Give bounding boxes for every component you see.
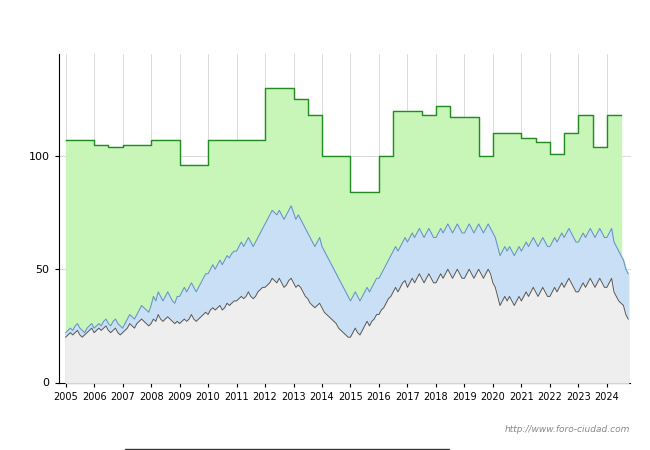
- Text: Atajate - Evolucion de la poblacion en edad de Trabajar Septiembre de 2024: Atajate - Evolucion de la poblacion en e…: [70, 18, 580, 31]
- Legend: Ocupados, Parados, Hab. entre 16-64: Ocupados, Parados, Hab. entre 16-64: [125, 449, 450, 450]
- Text: http://www.foro-ciudad.com: http://www.foro-ciudad.com: [505, 425, 630, 434]
